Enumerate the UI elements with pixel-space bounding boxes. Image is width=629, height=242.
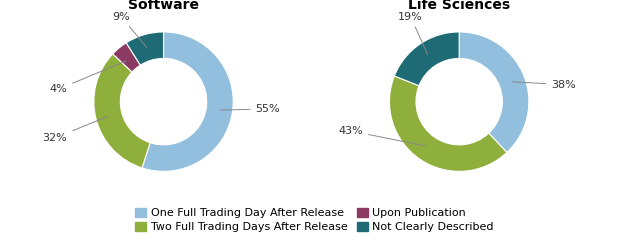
Wedge shape bbox=[126, 32, 164, 65]
Wedge shape bbox=[459, 32, 529, 152]
Title: Life Sciences: Life Sciences bbox=[408, 0, 510, 12]
Wedge shape bbox=[389, 76, 507, 171]
Text: 43%: 43% bbox=[338, 126, 426, 146]
Text: 55%: 55% bbox=[220, 104, 280, 114]
Wedge shape bbox=[94, 54, 150, 168]
Wedge shape bbox=[142, 32, 233, 171]
Wedge shape bbox=[113, 43, 140, 72]
Text: 4%: 4% bbox=[50, 61, 126, 94]
Text: 38%: 38% bbox=[513, 80, 576, 90]
Text: 19%: 19% bbox=[398, 12, 428, 54]
Title: Software: Software bbox=[128, 0, 199, 12]
Legend: One Full Trading Day After Release, Two Full Trading Days After Release, Upon Pu: One Full Trading Day After Release, Two … bbox=[131, 203, 498, 236]
Wedge shape bbox=[394, 32, 459, 86]
Text: 32%: 32% bbox=[43, 116, 108, 143]
Text: 9%: 9% bbox=[113, 12, 147, 47]
